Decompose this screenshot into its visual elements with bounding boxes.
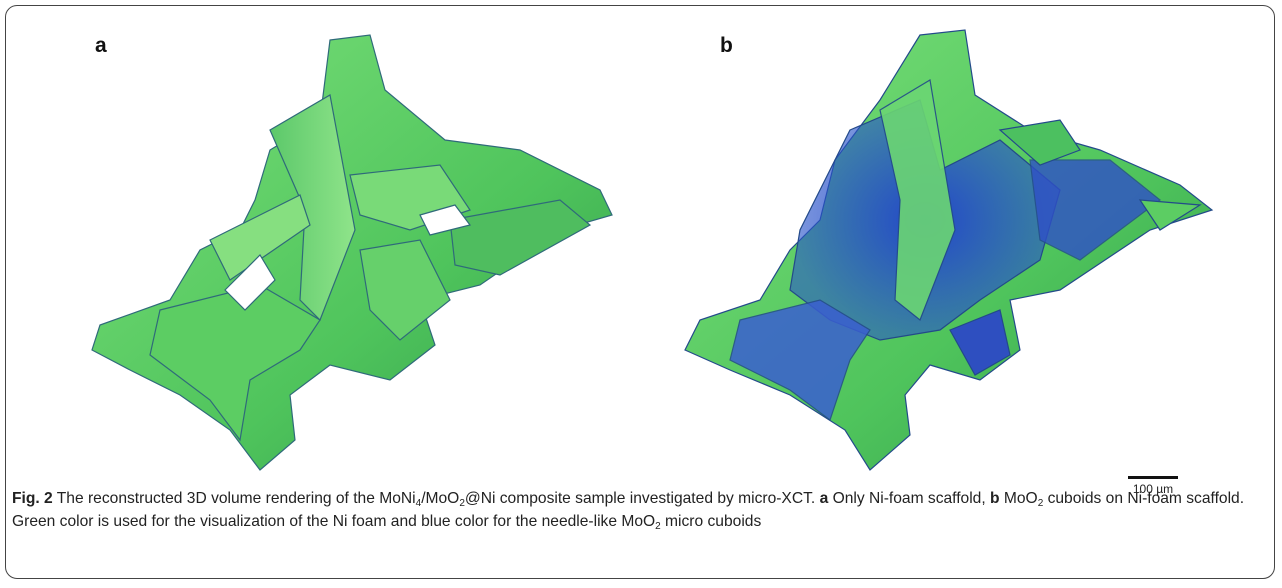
panel-label: b bbox=[720, 34, 733, 58]
caption-panel-ref: b bbox=[990, 490, 1000, 507]
caption-text: Only Ni-foam scaffold, bbox=[828, 490, 990, 507]
figure-caption: Fig. 2 The reconstructed 3D volume rende… bbox=[12, 488, 1274, 533]
scale-bar-line bbox=[1128, 476, 1178, 479]
figure-images bbox=[0, 0, 1282, 480]
caption-panel-ref: a bbox=[820, 490, 829, 507]
caption-text: The reconstructed 3D volume rendering of… bbox=[53, 490, 416, 507]
panel-label: a bbox=[95, 34, 107, 58]
caption-text: micro cuboids bbox=[661, 513, 762, 530]
figure-label: Fig. 2 bbox=[12, 490, 53, 507]
caption-text: MoO bbox=[1000, 490, 1038, 507]
page-body: a b 100 µm Fig. 2 The reconstructed 3D v… bbox=[0, 0, 1282, 588]
caption-text: /MoO bbox=[421, 490, 459, 507]
page: Figure 2 {"panels": [{"label": "a"}, {"l… bbox=[0, 0, 1282, 588]
panel-a-image bbox=[92, 35, 612, 470]
panel-b-image bbox=[685, 30, 1212, 470]
caption-text: @Ni composite sample investigated by mic… bbox=[465, 490, 820, 507]
